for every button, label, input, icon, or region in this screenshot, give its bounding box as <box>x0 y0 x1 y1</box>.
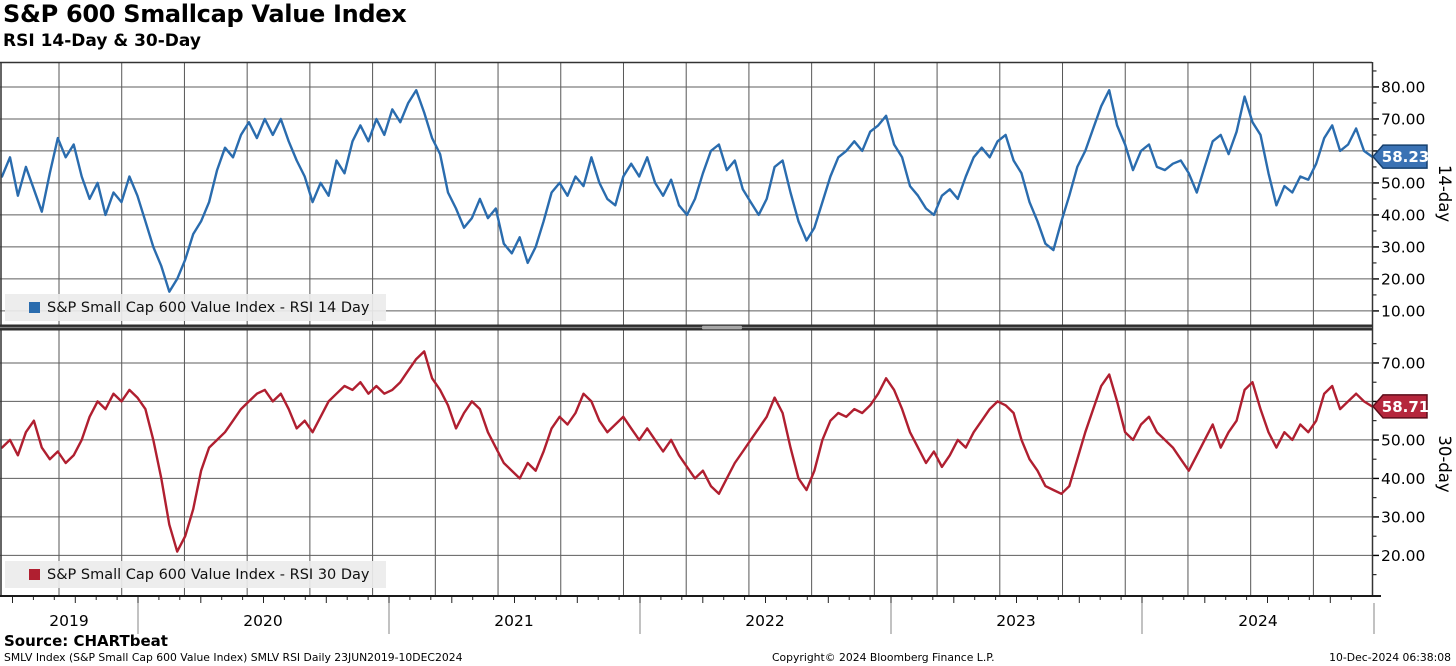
x-axis-ticks <box>12 596 1352 603</box>
y-tick-label-rsi30: 70.00 <box>1381 354 1425 372</box>
axis-unit-label-rsi14: 14-day <box>1435 165 1454 223</box>
last-value-tag-rsi30: 58.71 <box>1372 394 1429 419</box>
legend-rsi-30day[interactable]: S&P Small Cap 600 Value Index - RSI 30 D… <box>5 561 386 588</box>
y-tick-label-rsi30: 50.00 <box>1381 431 1425 449</box>
y-tick-label-rsi14: 80.00 <box>1381 78 1425 96</box>
page-subtitle: RSI 14-Day & 30-Day <box>3 31 201 51</box>
axis-unit-label-rsi30: 30-day <box>1435 435 1454 493</box>
year-label: 2021 <box>494 612 533 630</box>
panel-splitter-grip[interactable] <box>702 325 742 330</box>
panel-divider <box>0 324 1373 331</box>
last-value-tag-rsi14: 58.23 <box>1372 144 1429 169</box>
series-line-rsi30 <box>0 350 1374 553</box>
y-tick-label-rsi14: 10.00 <box>1381 302 1425 320</box>
y-tick-label-rsi30: 40.00 <box>1381 470 1425 488</box>
y-tick-label-rsi14: 50.00 <box>1381 174 1425 192</box>
legend-label-14day: S&P Small Cap 600 Value Index - RSI 14 D… <box>47 299 370 316</box>
y-tick-label-rsi30: 30.00 <box>1381 508 1425 526</box>
year-label: 2020 <box>243 612 282 630</box>
legend-swatch-30day-icon <box>29 569 40 580</box>
source-line: Source: CHARTbeat <box>4 632 168 650</box>
y-tick-label-rsi14: 70.00 <box>1381 110 1425 128</box>
security-description: SMLV Index (S&P Small Cap 600 Value Inde… <box>4 651 463 664</box>
year-label: 2022 <box>745 612 784 630</box>
page-title: S&P 600 Smallcap Value Index <box>3 0 407 28</box>
last-value-text-rsi14: 58.23 <box>1382 148 1429 166</box>
last-value-text-rsi30: 58.71 <box>1382 398 1429 416</box>
legend-rsi-14day[interactable]: S&P Small Cap 600 Value Index - RSI 14 D… <box>5 294 386 321</box>
y-tick-label-rsi14: 20.00 <box>1381 270 1425 288</box>
series-line-rsi14 <box>0 88 1374 293</box>
y-tick-label-rsi30: 20.00 <box>1381 547 1425 565</box>
x-axis-years: 2019 2020 2021 2022 2023 2024 <box>49 603 1375 634</box>
copyright-notice: Copyright© 2024 Bloomberg Finance L.P. <box>772 651 995 664</box>
legend-swatch-14day-icon <box>29 302 40 313</box>
legend-label-30day: S&P Small Cap 600 Value Index - RSI 30 D… <box>47 566 370 583</box>
year-label: 2023 <box>996 612 1035 630</box>
y-tick-label-rsi14: 30.00 <box>1381 238 1425 256</box>
render-timestamp: 10-Dec-2024 06:38:08 <box>1329 651 1451 664</box>
year-label: 2024 <box>1238 612 1277 630</box>
year-label: 2019 <box>49 612 88 630</box>
y-tick-label-rsi14: 40.00 <box>1381 206 1425 224</box>
